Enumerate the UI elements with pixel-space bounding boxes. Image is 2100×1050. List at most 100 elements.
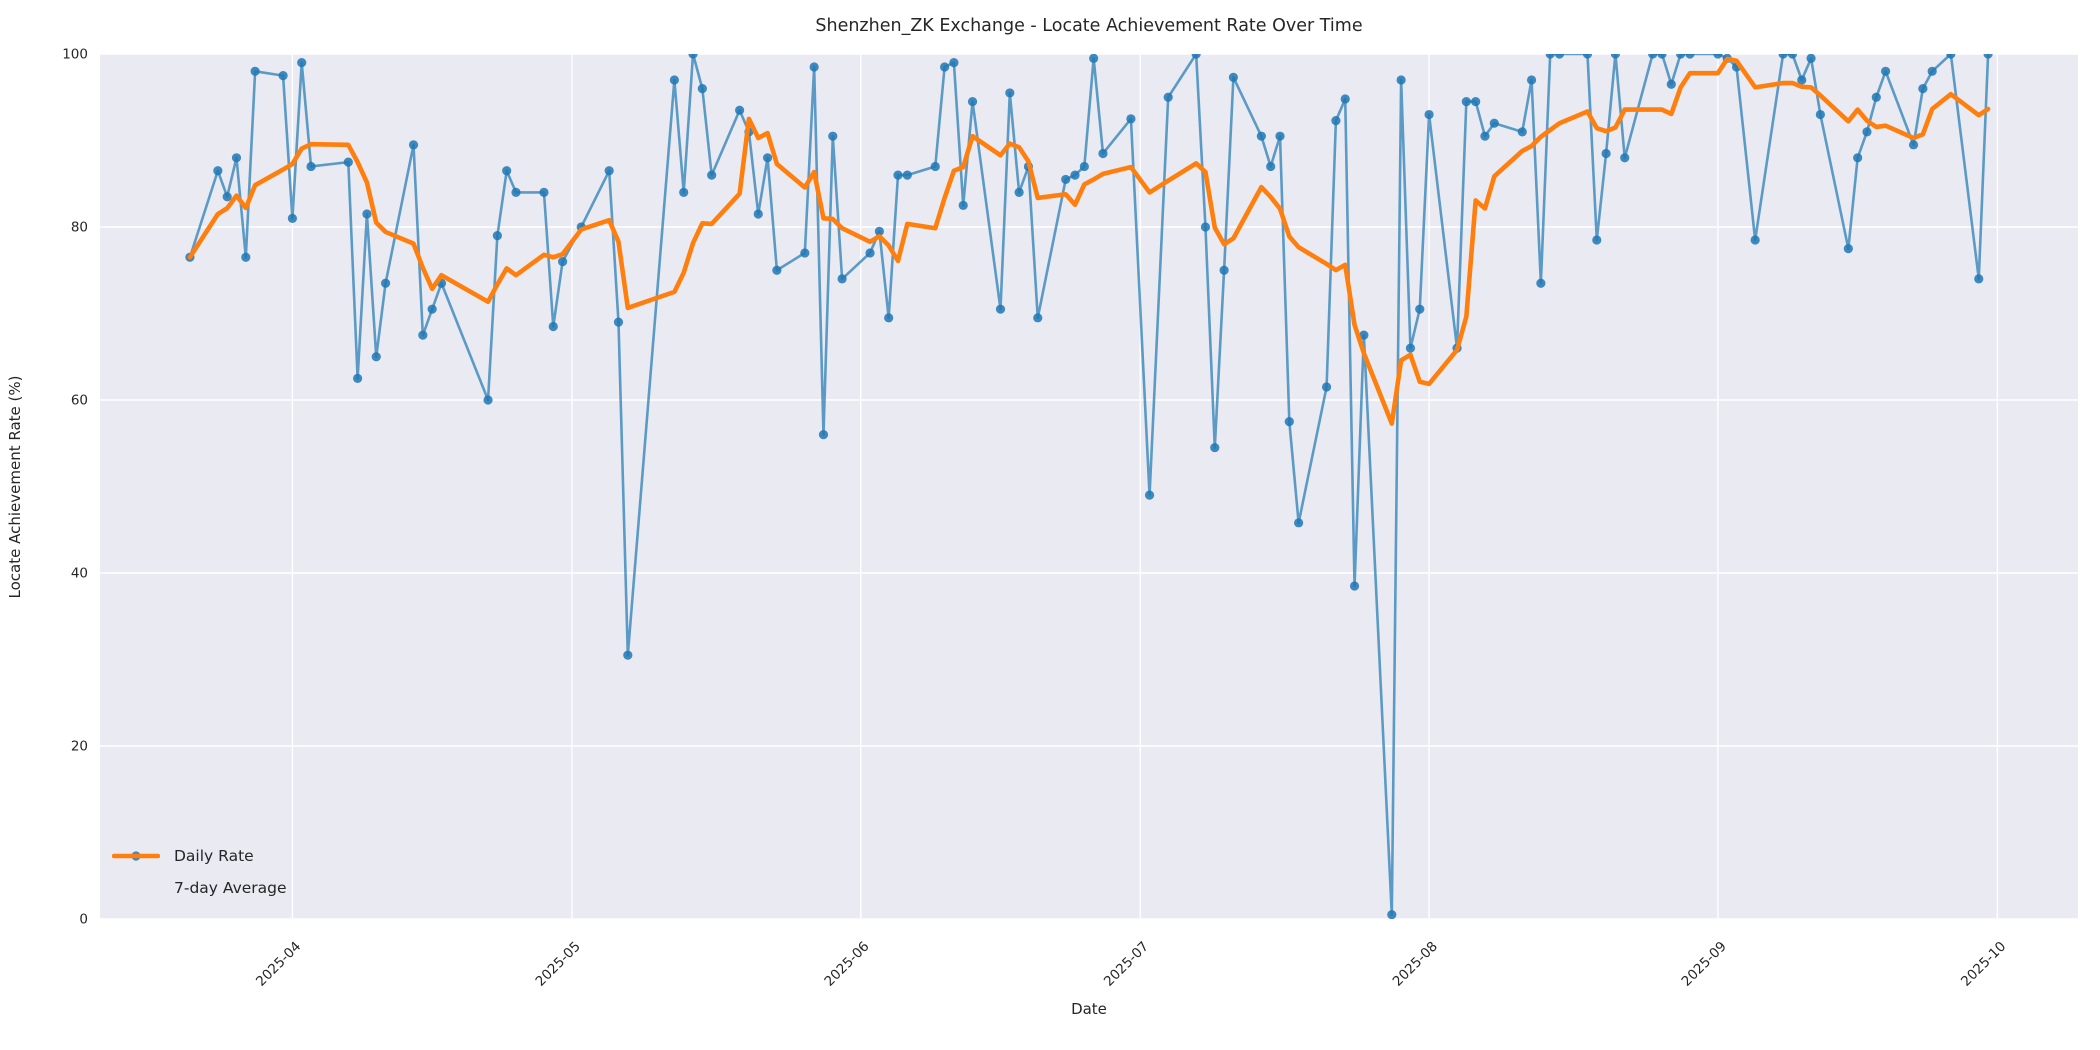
legend-item-label: Daily Rate bbox=[174, 847, 254, 865]
daily-rate-marker bbox=[893, 170, 903, 180]
daily-rate-marker bbox=[958, 200, 968, 210]
daily-rate-marker bbox=[1210, 442, 1220, 453]
daily-rate-marker bbox=[278, 71, 288, 81]
daily-rate-marker bbox=[949, 58, 959, 68]
y-tick-label: 60 bbox=[71, 393, 88, 409]
daily-rate-marker bbox=[213, 166, 223, 176]
daily-rate-marker bbox=[418, 330, 428, 340]
daily-rate-marker bbox=[548, 321, 558, 332]
daily-rate-marker bbox=[1405, 343, 1416, 353]
daily-rate-marker bbox=[1778, 54, 1788, 59]
daily-rate-marker bbox=[502, 166, 512, 176]
daily-rate-marker bbox=[427, 304, 437, 314]
daily-rate-marker bbox=[539, 187, 549, 197]
y-tick-label: 20 bbox=[71, 739, 88, 755]
daily-rate-marker bbox=[1536, 278, 1546, 288]
daily-rate-marker bbox=[837, 274, 847, 284]
daily-rate-marker bbox=[1545, 54, 1555, 59]
x-tick-label: 2025-04 bbox=[253, 939, 304, 990]
daily-rate-marker bbox=[1620, 153, 1630, 163]
daily-rate-series bbox=[185, 54, 1993, 919]
x-tick-label: 2025-10 bbox=[1958, 939, 2009, 990]
daily-rate-marker bbox=[1005, 88, 1015, 98]
daily-rate-marker bbox=[865, 248, 875, 258]
daily-rate-marker bbox=[1191, 54, 1201, 59]
daily-rate-marker bbox=[697, 84, 707, 94]
daily-rate-marker bbox=[1554, 54, 1565, 59]
daily-rate-marker bbox=[1228, 72, 1239, 82]
daily-rate-marker bbox=[1284, 417, 1294, 427]
daily-rate-marker bbox=[1098, 148, 1108, 159]
daily-rate-marker bbox=[623, 650, 633, 660]
daily-rate-marker bbox=[1787, 54, 1798, 59]
y-tick-label: 100 bbox=[62, 47, 88, 63]
daily-rate-marker bbox=[1014, 187, 1024, 197]
chart-title: Shenzhen_ZK Exchange - Locate Achievemen… bbox=[815, 16, 1363, 36]
daily-rate-marker bbox=[604, 166, 614, 176]
x-tick-label: 2025-05 bbox=[533, 939, 584, 990]
daily-rate-marker bbox=[809, 62, 819, 72]
daily-rate-marker bbox=[1359, 330, 1369, 340]
daily-rate-marker bbox=[1610, 54, 1621, 59]
daily-rate-marker bbox=[241, 252, 251, 262]
daily-rate-marker bbox=[557, 257, 568, 267]
daily-rate-marker bbox=[1219, 265, 1229, 275]
daily-rate-marker bbox=[1079, 161, 1089, 172]
y-tick-label: 0 bbox=[79, 912, 88, 928]
legend: Daily Rate 7-day Average bbox=[112, 840, 287, 904]
daily-rate-marker bbox=[1676, 54, 1686, 59]
daily-rate-marker bbox=[1331, 116, 1341, 126]
daily-rate-marker bbox=[1750, 235, 1760, 245]
daily-rate-marker bbox=[222, 192, 232, 202]
daily-rate-marker bbox=[800, 248, 810, 258]
daily-rate-marker bbox=[874, 226, 884, 236]
daily-rate-marker bbox=[1974, 274, 1984, 284]
daily-rate-marker bbox=[1918, 84, 1928, 94]
legend-item: 7-day Average bbox=[112, 853, 287, 904]
daily-rate-marker bbox=[1256, 131, 1266, 141]
daily-rate-marker bbox=[1927, 66, 1937, 76]
daily-rate-marker bbox=[1321, 382, 1332, 392]
daily-rate-marker bbox=[353, 373, 363, 383]
x-axis-label: Date bbox=[1071, 1000, 1107, 1018]
daily-rate-marker bbox=[1843, 244, 1853, 254]
daily-rate-marker bbox=[1266, 161, 1276, 172]
daily-rate-marker bbox=[753, 209, 763, 219]
y-axis-label: Locate Achievement Rate (%) bbox=[6, 375, 24, 599]
daily-rate-marker bbox=[1666, 79, 1676, 89]
legend-item-label: 7-day Average bbox=[174, 879, 287, 897]
daily-rate-marker bbox=[1070, 170, 1080, 180]
daily-rate-marker bbox=[613, 317, 624, 327]
daily-rate-marker bbox=[1089, 54, 1099, 63]
daily-rate-marker bbox=[735, 105, 745, 115]
daily-rate-marker bbox=[1983, 54, 1993, 59]
daily-rate-marker bbox=[1908, 140, 1919, 150]
x-tick-label: 2025-07 bbox=[1101, 939, 1152, 990]
daily-rate-marker bbox=[1126, 114, 1136, 124]
daily-rate-marker bbox=[362, 209, 372, 219]
daily-rate-marker bbox=[1144, 490, 1155, 500]
daily-rate-marker bbox=[1582, 54, 1593, 59]
daily-rate-marker bbox=[1415, 304, 1425, 314]
daily-rate-marker bbox=[1806, 54, 1816, 63]
daily-rate-marker bbox=[967, 96, 978, 107]
daily-rate-marker bbox=[772, 265, 782, 275]
daily-rate-marker bbox=[688, 54, 698, 59]
daily-rate-marker bbox=[1461, 96, 1471, 107]
daily-rate-marker bbox=[380, 278, 391, 288]
daily-rate-marker bbox=[930, 161, 940, 172]
daily-rate-marker bbox=[902, 170, 912, 180]
daily-rate-marker bbox=[371, 352, 381, 362]
daily-rate-marker bbox=[1815, 109, 1825, 120]
average-series bbox=[187, 56, 1991, 426]
daily-rate-marker bbox=[408, 140, 419, 150]
daily-rate-marker bbox=[1340, 94, 1350, 104]
daily-rate-marker bbox=[884, 313, 894, 323]
daily-rate-marker bbox=[1797, 75, 1807, 85]
daily-rate-marker bbox=[828, 131, 838, 141]
daily-rate-marker bbox=[1200, 222, 1211, 232]
daily-rate-marker bbox=[1526, 75, 1537, 85]
daily-rate-marker bbox=[1480, 131, 1490, 141]
daily-rate-marker bbox=[1387, 910, 1397, 919]
